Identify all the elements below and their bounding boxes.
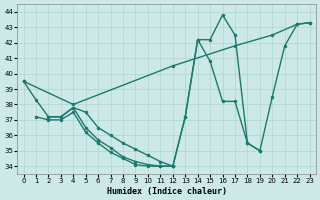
- X-axis label: Humidex (Indice chaleur): Humidex (Indice chaleur): [107, 187, 227, 196]
